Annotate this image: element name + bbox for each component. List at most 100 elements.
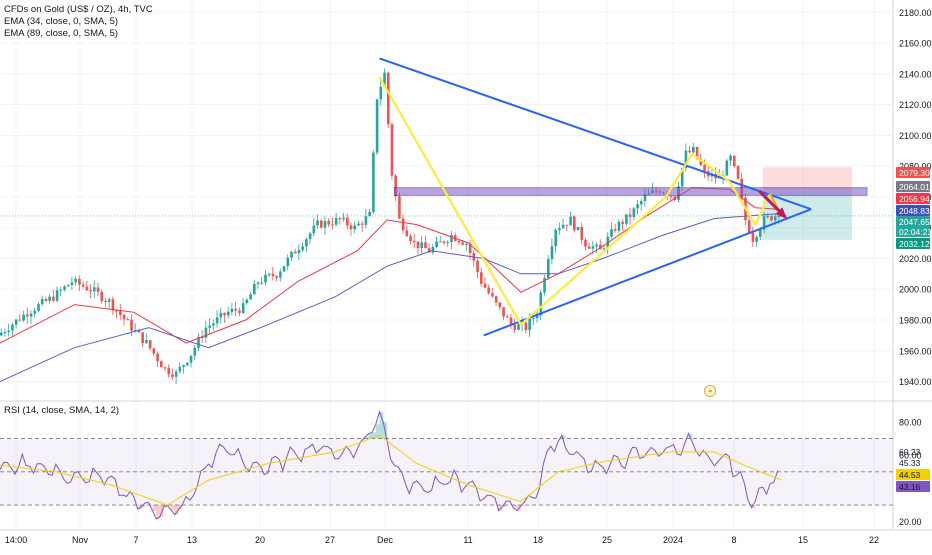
price-label: 2032.12 bbox=[896, 238, 930, 249]
candle bbox=[167, 368, 170, 374]
candle bbox=[305, 239, 308, 246]
candle bbox=[584, 240, 587, 247]
candle bbox=[748, 220, 751, 233]
candle bbox=[33, 311, 36, 314]
time-tick-label: 15 bbox=[798, 535, 808, 545]
price-labels: 2079.302064.012056.942048.832047.6502:04… bbox=[896, 167, 932, 249]
candle bbox=[688, 151, 691, 153]
candle bbox=[93, 287, 96, 291]
candle bbox=[242, 303, 245, 313]
candle bbox=[752, 233, 755, 242]
candle bbox=[313, 225, 316, 233]
price-label-text: 2079.30 bbox=[899, 168, 930, 178]
price-label: 2056.94 bbox=[896, 193, 930, 204]
rsi-legend[interactable]: RSI (14, close, SMA, 14, 2) bbox=[4, 405, 119, 416]
candle bbox=[350, 225, 353, 229]
time-tick-label: 2024 bbox=[663, 535, 683, 545]
candle bbox=[625, 214, 628, 224]
candle bbox=[127, 319, 130, 320]
candle bbox=[766, 216, 769, 217]
price-tick-label: 1960.00 bbox=[899, 346, 932, 356]
candle bbox=[4, 332, 7, 333]
candle bbox=[234, 309, 237, 311]
candle bbox=[223, 313, 226, 316]
candle bbox=[484, 284, 487, 288]
candle bbox=[41, 299, 44, 304]
candle bbox=[179, 367, 182, 372]
candle bbox=[231, 309, 234, 312]
candle bbox=[476, 261, 479, 273]
candle bbox=[420, 242, 423, 248]
candle bbox=[193, 348, 196, 356]
candle bbox=[279, 272, 282, 278]
candle bbox=[89, 290, 92, 291]
candle bbox=[287, 258, 290, 266]
candle bbox=[112, 299, 115, 310]
candle bbox=[499, 303, 502, 308]
candle bbox=[275, 276, 278, 278]
candle bbox=[618, 222, 621, 231]
lightning-icon bbox=[705, 386, 716, 397]
candle bbox=[22, 315, 25, 321]
candle bbox=[227, 312, 230, 316]
candle bbox=[149, 340, 152, 348]
candle bbox=[614, 229, 617, 231]
candle bbox=[432, 247, 435, 253]
candle bbox=[153, 348, 156, 353]
candle bbox=[417, 242, 420, 249]
price-label-text: 2032.12 bbox=[899, 239, 930, 249]
supply-zone bbox=[394, 188, 867, 196]
candle bbox=[67, 285, 70, 286]
candle bbox=[7, 331, 10, 332]
candle bbox=[145, 340, 148, 343]
candle bbox=[592, 246, 595, 248]
candle bbox=[339, 218, 342, 219]
time-tick-label: Dec bbox=[377, 535, 394, 545]
rsi-overbought-fill bbox=[365, 437, 369, 438]
candle bbox=[406, 230, 409, 236]
candle bbox=[52, 297, 55, 301]
candle bbox=[391, 124, 394, 175]
candle bbox=[361, 224, 364, 225]
time-tick-label: 14:00 bbox=[5, 535, 28, 545]
candle bbox=[294, 252, 297, 254]
time-tick-label: 22 bbox=[869, 535, 879, 545]
price-label-text: 2064.01 bbox=[899, 182, 930, 192]
legend-symbol[interactable]: CFDs on Gold (US$ / OZ), 4h, TVC bbox=[4, 4, 153, 16]
candle bbox=[331, 224, 334, 225]
ema89-line bbox=[0, 214, 778, 382]
candle bbox=[502, 307, 505, 316]
candle bbox=[249, 294, 252, 299]
candle bbox=[164, 367, 167, 368]
candle bbox=[346, 218, 349, 226]
time-tick-label: 27 bbox=[325, 535, 335, 545]
candle bbox=[45, 299, 48, 301]
candle bbox=[532, 318, 535, 319]
candle bbox=[130, 320, 133, 331]
candle bbox=[216, 317, 219, 323]
candle bbox=[56, 290, 59, 301]
candle bbox=[74, 279, 77, 282]
candle bbox=[566, 225, 569, 226]
candle bbox=[554, 230, 557, 246]
candle bbox=[108, 299, 111, 301]
rsi-value-label: 43.16 bbox=[896, 481, 930, 492]
candle bbox=[156, 354, 159, 362]
rsi-value-label: 45.33 bbox=[899, 458, 921, 468]
candle bbox=[327, 221, 330, 224]
candle bbox=[342, 218, 345, 220]
candle bbox=[569, 217, 572, 226]
legend-ema89[interactable]: EMA (89, close, 0, SMA, 5) bbox=[4, 28, 153, 40]
candle bbox=[640, 201, 643, 204]
candle bbox=[778, 216, 781, 217]
candle bbox=[610, 229, 613, 237]
candle bbox=[104, 301, 107, 302]
candle bbox=[86, 287, 89, 291]
price-tick-label: 2120.00 bbox=[899, 100, 932, 110]
legend-ema34[interactable]: EMA (34, close, 0, SMA, 5) bbox=[4, 16, 153, 28]
zigzag-line bbox=[380, 77, 771, 325]
candle bbox=[71, 282, 74, 285]
